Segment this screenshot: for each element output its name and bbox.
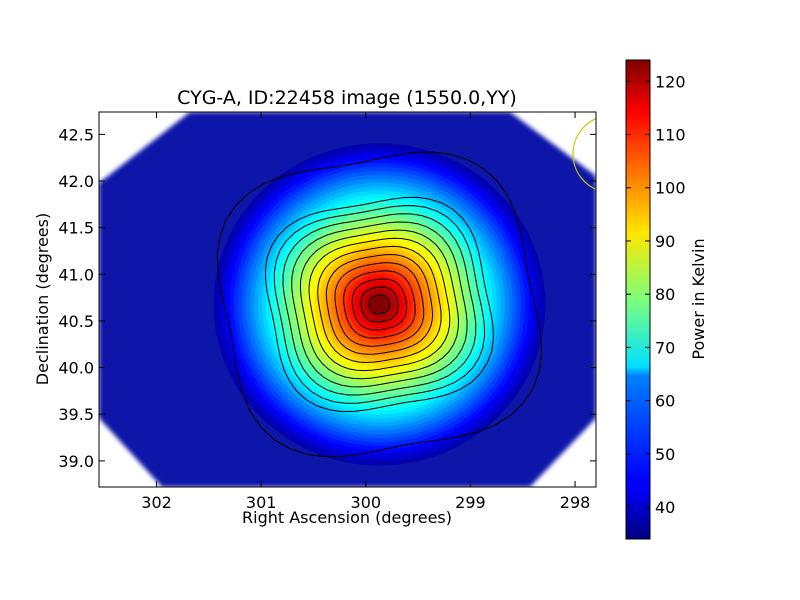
y-tick-label: 42.5: [58, 125, 94, 144]
contour-line: [369, 294, 390, 315]
colorbar-tick-label: 110: [655, 126, 686, 145]
contour-line: [299, 229, 460, 380]
x-axis-ticks: 302 301 300 299 298: [141, 112, 590, 512]
x-tick-label: 299: [455, 493, 486, 512]
colorbar-label: Power in Kelvin: [689, 238, 708, 359]
chart-title: CYG-A, ID:22458 image (1550.0,YY): [177, 87, 517, 109]
contour-line: [264, 196, 494, 413]
y-tick-label: 40.5: [58, 312, 94, 331]
x-tick-label: 300: [351, 493, 382, 512]
y-tick-label: 42.0: [58, 172, 94, 191]
x-tick-label: 301: [246, 493, 277, 512]
colorbar-tick-label: 80: [655, 285, 675, 304]
colorbar-tick-label: 40: [655, 498, 675, 517]
y-tick-label: 40.0: [58, 359, 94, 378]
colorbar-tick-label: 90: [655, 232, 675, 251]
x-tick-label: 302: [141, 493, 172, 512]
contour-layer: [216, 151, 543, 458]
contour-line: [317, 245, 442, 364]
y-tick-label: 41.0: [58, 265, 94, 284]
contour-line: [282, 213, 477, 396]
x-axis-label: Right Ascension (degrees): [242, 508, 452, 527]
x-tick-label: 298: [560, 493, 591, 512]
colorbar-frame: [625, 59, 651, 540]
contour-line: [308, 237, 451, 372]
y-axis-ticks: 39.0 39.5 40.0 40.5 41.0 41.5 42.0 42.5: [58, 125, 596, 471]
plot-area: [98, 111, 597, 488]
colorbar-tick-label: 70: [655, 338, 675, 357]
contour-line: [343, 270, 416, 339]
contour-line: [273, 205, 486, 404]
heatmap-layer: [213, 143, 546, 466]
plot-frame: [98, 111, 597, 488]
contour-line: [334, 262, 425, 347]
heat-band: [371, 296, 388, 313]
y-axis-label: Declination (degrees): [33, 213, 52, 385]
colorbar-tick-label: 120: [655, 72, 686, 91]
beam-marker: [572, 117, 596, 191]
contour-line: [360, 286, 399, 323]
y-tick-label: 39.0: [58, 452, 94, 471]
colorbar-ticks: 40 50 60 70 80 90 100 110 120: [626, 72, 686, 517]
colorbar: 40 50 60 70 80 90 100 110 120 Power in Kelvin: [625, 59, 708, 540]
y-tick-label: 39.5: [58, 405, 94, 424]
contour-line: [291, 221, 468, 388]
colorbar-tick-label: 60: [655, 392, 675, 411]
contour-line: [325, 253, 434, 355]
y-tick-label: 41.5: [58, 219, 94, 238]
colorbar-tick-label: 50: [655, 445, 675, 464]
colorbar-fill: [626, 60, 650, 539]
contour-line: [216, 151, 543, 458]
contour-line: [351, 278, 407, 331]
colorbar-tick-label: 100: [655, 179, 686, 198]
